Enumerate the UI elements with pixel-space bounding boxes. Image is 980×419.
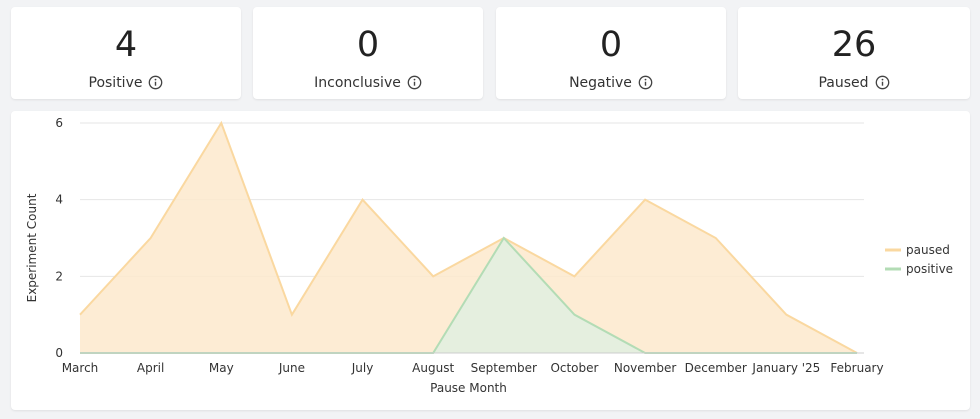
stat-label-row: Negative [496,75,726,91]
stat-label: Inconclusive [314,75,401,91]
area-chart: 0 2 4 6 March April May June July August September… [25,116,953,395]
stat-card-paused: 26 Paused [738,7,970,99]
stat-label: Paused [818,75,869,91]
stat-label-row: Paused [738,75,970,91]
x-axis-title: Pause Month [430,381,507,395]
x-tick-label: October [550,361,598,375]
info-icon[interactable] [407,75,422,90]
legend-label-positive[interactable]: positive [906,262,953,276]
info-icon[interactable] [875,75,890,90]
stat-value: 4 [114,25,138,65]
x-tick-label: February [830,361,883,375]
x-tick-label: June [278,361,305,375]
x-tick-label: July [351,361,374,375]
y-tick-label: 0 [55,346,63,360]
info-icon[interactable] [148,75,163,90]
stat-label-row: Positive [11,75,241,91]
stat-label-row: Inconclusive [253,75,483,91]
info-icon[interactable] [638,75,653,90]
stat-label: Negative [569,75,632,91]
y-tick-label: 4 [55,193,63,207]
stat-value: 26 [831,25,877,65]
x-tick-label: May [209,361,234,375]
chart-card: 0 2 4 6 March April May June July August September… [11,111,970,410]
stat-card-inconclusive: 0 Inconclusive [253,7,483,99]
x-tick-label: September [471,361,537,375]
stat-label: Positive [88,75,143,91]
x-tick-label: March [62,361,99,375]
legend-label-paused[interactable]: paused [906,243,950,257]
y-tick-label: 6 [55,116,63,130]
x-tick-label: December [685,361,747,375]
stat-value: 0 [599,25,623,65]
y-tick-label: 2 [55,269,63,283]
series-line-paused [79,120,858,354]
x-tick-label: November [614,361,676,375]
x-tick-label: August [412,361,454,375]
y-axis-title: Experiment Count [25,193,39,302]
x-tick-label: April [137,361,164,375]
stat-value: 0 [356,25,380,65]
series-area-paused [80,123,857,353]
x-tick-label: January '25 [751,361,820,375]
stat-card-positive: 4 Positive [11,7,241,99]
stat-card-negative: 0 Negative [496,7,726,99]
